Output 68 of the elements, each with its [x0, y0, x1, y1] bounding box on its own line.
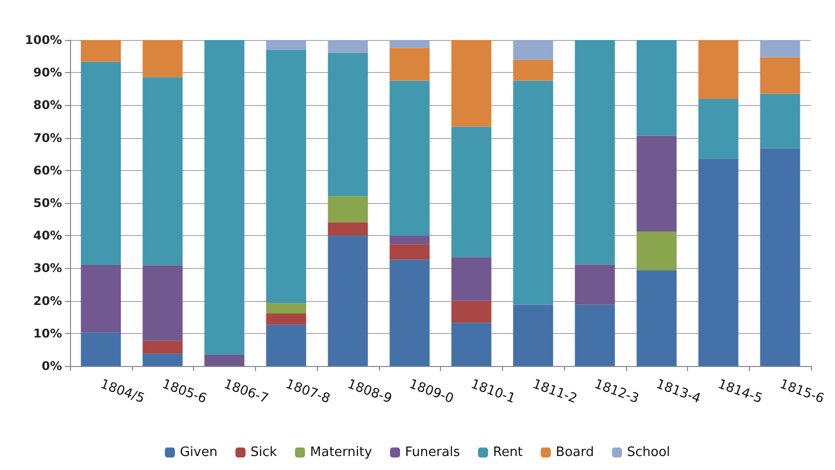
bar: [328, 40, 368, 53]
bar: [760, 40, 800, 58]
y-tick-label: 90%: [33, 66, 62, 80]
bar: [266, 50, 306, 304]
legend-label: Rent: [492, 445, 523, 460]
bar: [328, 52, 368, 196]
bar: [142, 77, 183, 266]
bar: [328, 222, 368, 236]
bar: [513, 304, 554, 366]
y-tick-label: 50%: [33, 196, 62, 210]
bar: [698, 40, 738, 100]
y-tick-label: 30%: [33, 261, 62, 276]
bar: [204, 354, 244, 366]
bar: [390, 244, 430, 260]
bar: [328, 196, 368, 222]
bar: [513, 60, 554, 81]
bar: [142, 354, 183, 366]
bar: [142, 40, 183, 78]
bar: [390, 260, 430, 366]
bar: [80, 264, 121, 332]
legend-label: Sick: [250, 445, 278, 460]
legend-label: Given: [180, 445, 218, 460]
bar: [574, 40, 615, 265]
legend-label: Maternity: [310, 445, 372, 460]
bar: [636, 136, 677, 232]
bar: [266, 303, 306, 314]
legend-label: School: [626, 445, 670, 460]
bar: [328, 236, 368, 366]
bar: [451, 322, 492, 366]
bar: [142, 265, 183, 341]
bar: [451, 300, 492, 323]
bar: [390, 48, 430, 81]
y-tick-label: 100%: [24, 33, 62, 47]
legend-label: Funerals: [405, 445, 460, 460]
bar: [636, 232, 677, 270]
bar: [266, 324, 306, 366]
bar: [636, 270, 677, 366]
bar: [698, 99, 738, 159]
y-tick-label: 20%: [33, 294, 62, 308]
bar: [451, 257, 492, 301]
bar: [636, 40, 677, 136]
bar: [513, 40, 554, 60]
bar: [574, 264, 615, 305]
bar: [80, 62, 121, 265]
y-tick-label: 70%: [33, 130, 62, 145]
bar: [698, 158, 738, 366]
bar: [266, 314, 306, 325]
y-tick-label: 40%: [33, 228, 62, 243]
bar: [760, 57, 800, 94]
bar: [266, 40, 306, 50]
y-tick-label: 80%: [33, 98, 62, 112]
bar: [390, 80, 430, 236]
bar: [513, 80, 554, 305]
bar: [390, 40, 430, 48]
bar: [451, 126, 492, 258]
bar: [390, 236, 430, 244]
y-tick-label: 0%: [42, 359, 62, 373]
y-tick-label: 10%: [33, 326, 62, 340]
bar: [80, 332, 121, 366]
bar: [142, 340, 183, 354]
y-tick-label: 60%: [33, 163, 62, 178]
bar: [204, 40, 244, 355]
bar: [760, 94, 800, 148]
bar: [760, 148, 800, 366]
bar: [451, 40, 492, 127]
bar: [80, 40, 121, 62]
bar: [574, 304, 615, 366]
legend-label: Board: [556, 445, 594, 460]
